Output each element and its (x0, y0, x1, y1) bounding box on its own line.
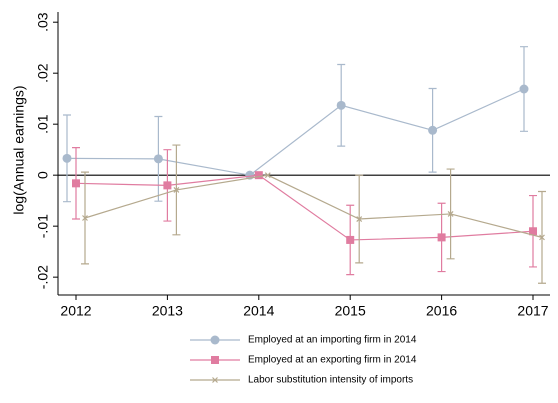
data-point (163, 181, 172, 190)
data-point (82, 215, 88, 221)
x-tick-label: 2012 (60, 303, 91, 319)
y-tick-label: -.01 (35, 214, 51, 238)
data-point (428, 125, 438, 135)
data-point (539, 234, 545, 241)
data-point (346, 235, 355, 244)
x-tick-label: 2017 (517, 303, 548, 319)
y-axis-label: log(Annual earnings) (11, 85, 27, 214)
data-point (447, 210, 454, 217)
y-tick-label: -.02 (35, 265, 51, 289)
y-tick-label: .02 (35, 63, 51, 83)
data-point (173, 187, 180, 193)
data-point (336, 100, 346, 110)
series-line (66, 88, 525, 176)
data-point (519, 84, 529, 94)
data-point (356, 216, 363, 222)
legend-text: Employed at an importing firm in 2014 (248, 335, 417, 346)
series-line (84, 174, 543, 238)
data-point (62, 153, 72, 163)
data-point (254, 171, 263, 180)
legend-marker (212, 377, 218, 383)
data-point (72, 179, 80, 188)
data-point (529, 227, 537, 236)
data-point (437, 233, 446, 242)
x-tick-label: 2013 (152, 303, 183, 319)
legend-text: Employed at an exporting firm in 2014 (248, 355, 417, 366)
legend-text: Labor substitution intensity of imports (248, 375, 413, 386)
data-point (153, 154, 163, 164)
legend-marker (211, 356, 219, 364)
series-line (75, 174, 534, 241)
x-tick-label: 2014 (243, 303, 274, 319)
x-tick-label: 2016 (426, 303, 457, 319)
y-tick-label: .03 (35, 12, 51, 32)
y-tick-label: .01 (35, 114, 51, 134)
x-tick-label: 2015 (335, 303, 366, 319)
legend-marker (210, 335, 220, 345)
y-tick-label: 0 (35, 171, 51, 179)
data-point (264, 172, 271, 179)
